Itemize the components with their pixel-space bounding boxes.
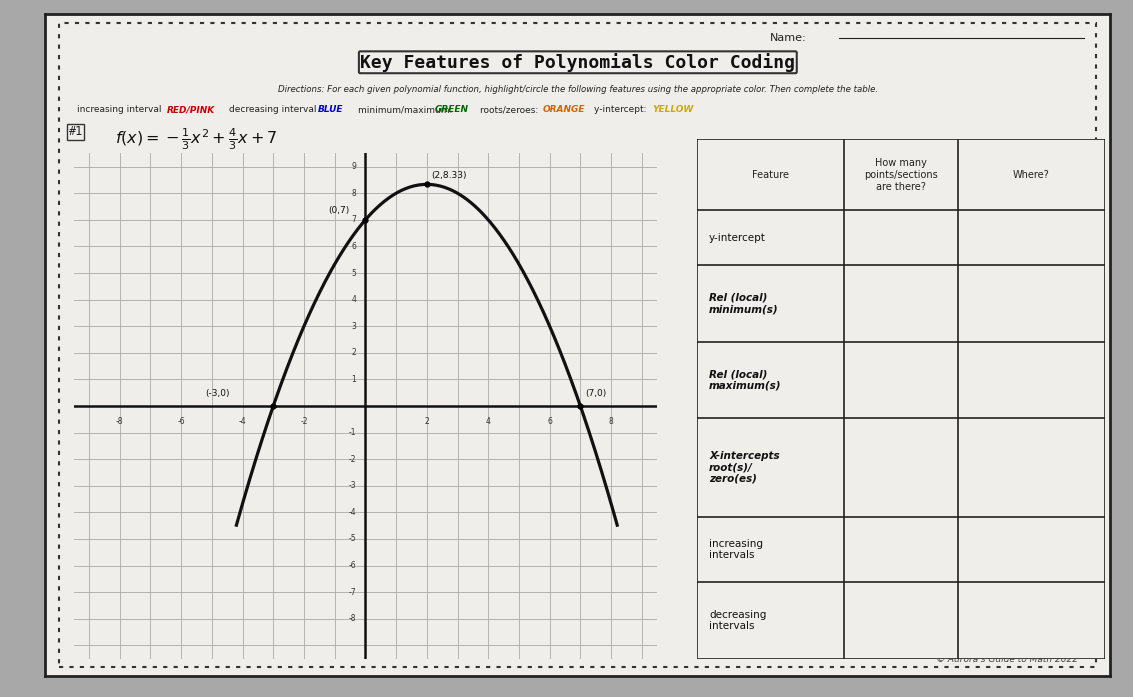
Text: (2,8.33): (2,8.33) [432,171,467,181]
Text: 8: 8 [351,189,356,198]
Text: y-intercept:: y-intercept: [594,105,649,114]
Text: (7,0): (7,0) [585,389,606,398]
Text: $f(x) = -\frac{1}{3}x^2 + \frac{4}{3}x + 7$: $f(x) = -\frac{1}{3}x^2 + \frac{4}{3}x +… [114,127,276,153]
Text: -8: -8 [116,417,123,426]
Text: Where?: Where? [1013,170,1049,180]
Text: increasing
intervals: increasing intervals [709,539,763,560]
Text: GREEN: GREEN [434,105,468,114]
Text: 4: 4 [351,295,356,304]
Text: BLUE: BLUE [318,105,343,114]
Text: -6: -6 [349,561,356,570]
Text: 2: 2 [425,417,429,426]
Text: YELLOW: YELLOW [653,105,693,114]
Text: (0,7): (0,7) [329,206,350,215]
Text: Name:: Name: [769,33,807,43]
Text: 3: 3 [351,322,356,330]
Text: -6: -6 [178,417,185,426]
Text: (-3,0): (-3,0) [206,389,230,398]
Text: decreasing interval: decreasing interval [229,105,318,114]
Text: 1: 1 [351,375,356,384]
Text: 7: 7 [351,215,356,224]
Text: decreasing
intervals: decreasing intervals [709,610,766,631]
Text: 5: 5 [351,268,356,277]
Text: y-intercept: y-intercept [709,233,766,243]
Text: increasing interval: increasing interval [77,105,164,114]
Text: 6: 6 [351,242,356,251]
Text: © Aurora's Guide to Math 2022: © Aurora's Guide to Math 2022 [936,655,1079,664]
Text: 2: 2 [351,348,356,358]
Text: roots/zeroes:: roots/zeroes: [480,105,542,114]
Text: #1: #1 [69,125,83,138]
Text: Directions: For each given polynomial function, highlight/circle the following f: Directions: For each given polynomial fu… [278,86,878,95]
Text: X-intercepts
root(s)/
zero(es): X-intercepts root(s)/ zero(es) [709,451,780,484]
Text: 4: 4 [486,417,491,426]
Text: -2: -2 [300,417,308,426]
Text: -4: -4 [349,508,356,517]
Text: 8: 8 [608,417,613,426]
Text: RED/PINK: RED/PINK [167,105,215,114]
Text: How many
points/sections
are there?: How many points/sections are there? [863,158,938,192]
Text: Key Features of Polynomials Color Coding: Key Features of Polynomials Color Coding [360,53,795,72]
Text: Feature: Feature [751,170,789,180]
Text: -1: -1 [349,428,356,437]
Text: ORANGE: ORANGE [543,105,586,114]
Text: 9: 9 [351,162,356,171]
Text: -8: -8 [349,614,356,623]
Text: -4: -4 [239,417,246,426]
Text: -5: -5 [349,535,356,544]
Text: -7: -7 [349,588,356,597]
Text: -2: -2 [349,454,356,464]
Text: minimum/maximum:: minimum/maximum: [358,105,455,114]
Text: Rel (local)
maximum(s): Rel (local) maximum(s) [709,369,782,391]
Text: Rel (local)
minimum(s): Rel (local) minimum(s) [709,293,778,314]
Text: -3: -3 [349,482,356,490]
Text: 6: 6 [547,417,552,426]
